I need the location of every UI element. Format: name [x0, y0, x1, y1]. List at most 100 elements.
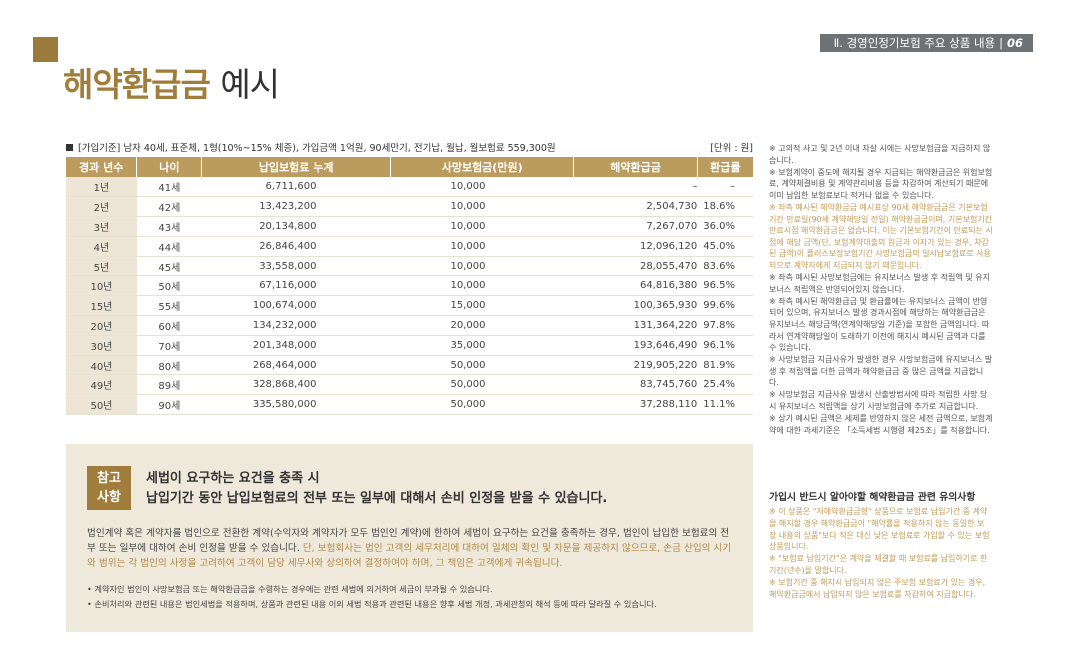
cell-premium-total: 268,464,000: [201, 355, 391, 376]
header-death-benefit: 사망보험금(만원): [390, 157, 575, 177]
cell-refund: 219,905,220: [573, 355, 698, 376]
cell-years: 50년: [66, 394, 137, 416]
cell-death-benefit: 10,000: [390, 216, 574, 237]
cell-death-benefit: 20,000: [390, 315, 574, 336]
cell-years: 1년: [66, 177, 137, 198]
badge-line2: 사항: [97, 490, 121, 505]
side-note: ※ 좌측 예시된 해약환급금 및 환급률에는 유지보너스 금액이 반영되어 있으…: [769, 296, 990, 353]
cell-refund-rate: 25.4%: [697, 374, 753, 396]
cell-death-benefit: 10,000: [390, 275, 574, 297]
reference-note-box: 참고 사항 세법이 요구하는 요건을 충족 시 납입기간 동안 납입보험료의 전…: [66, 444, 753, 632]
page-title-rest: 예시: [220, 65, 280, 104]
table-row: 49년 89세 328,868,400 50,000 83,745,760 25.4%: [66, 374, 753, 396]
note-body-highlight: 단, 보험회사는 법인 고객의 세무처리에 대하여 일체의 확인 및 자문을 제…: [87, 543, 732, 569]
cell-premium-total: 33,558,000: [201, 256, 391, 277]
cell-premium-total: 13,423,200: [201, 196, 391, 218]
table-row: 5년 45세 33,558,000 10,000 28,055,470 83.6%: [66, 256, 753, 277]
cell-years: 49년: [66, 374, 137, 396]
table-unit: [단위 : 원]: [710, 143, 753, 154]
table-row: 30년 70세 201,348,000 35,000 193,646,490 96.1%: [66, 335, 753, 356]
cell-death-benefit: 15,000: [390, 295, 574, 317]
note-bullet-1: • 계약자인 법인이 사망보험금 또는 해약환급금을 수령하는 경우에는 관련 …: [87, 584, 493, 594]
cell-refund: 131,364,220: [573, 315, 698, 336]
cell-death-benefit: 50,000: [390, 394, 574, 416]
header-premium-total: 납입보험료 누계: [201, 157, 391, 177]
table-row: 15년 55세 100,674,000 15,000 100,365,930 99.6%: [66, 295, 753, 317]
cell-years: 15년: [66, 295, 137, 317]
side-note: ※ 사망보험금 지급사유가 발생한 경우 사망보험금에 유지보너스 발생 후 적…: [769, 355, 993, 388]
cell-refund-rate: 83.6%: [697, 256, 753, 277]
header-refund-rate: 환급률: [697, 157, 753, 177]
cell-age: 50세: [136, 275, 202, 297]
cell-premium-total: 67,116,000: [201, 275, 391, 297]
table-row: 2년 42세 13,423,200 10,000 2,504,730 18.6%: [66, 196, 753, 218]
caution-note: ※ 보험기간 중 해지시 납입되지 않은 주보험 보험료가 있는 경우, 해약환…: [769, 577, 986, 599]
refund-table: 경과 년수 나이 납입보험료 누계 사망보험금(만원) 해약환급금 환급률 1년…: [66, 157, 753, 416]
cell-years: 4년: [66, 236, 137, 257]
cell-years: 2년: [66, 196, 137, 218]
cell-premium-total: 335,580,000: [201, 394, 391, 416]
cell-years: 10년: [66, 275, 137, 297]
cell-age: 90세: [136, 394, 202, 416]
cell-refund-rate: 18.6%: [697, 196, 753, 218]
page-title: 해약환급금 예시: [63, 58, 280, 106]
note-headline-1: 세법이 요구하는 요건을 충족 시: [146, 471, 320, 486]
header-age: 나이: [136, 157, 203, 177]
table-row: 3년 43세 20,134,800 10,000 7,267,070 36.0%: [66, 216, 753, 237]
page-number: 06: [1006, 36, 1023, 50]
table-header-row: 경과 년수 나이 납입보험료 누계 사망보험금(만원) 해약환급금 환급률: [66, 157, 753, 177]
cell-refund: 193,646,490: [573, 335, 698, 356]
caution-note: ※ 이 상품은 "저해약환급금형" 상품으로 보험료 납입기간 중 계약을 해지…: [769, 507, 990, 552]
note-headline: 세법이 요구하는 요건을 충족 시 납입기간 동안 납입보험료의 전부 또는 일…: [146, 469, 607, 509]
note-body: 법인계약 혹은 계약자를 법인으로 전환한 계약(수익자와 계약자가 모두 법인…: [87, 526, 737, 571]
reference-badge: 참고 사항: [87, 466, 131, 510]
cell-death-benefit: 10,000: [390, 177, 574, 198]
note-bullets: • 계약자인 법인이 사망보험금 또는 해약환급금을 수령하는 경우에는 관련 …: [87, 582, 737, 612]
cell-refund: 100,365,930: [573, 295, 698, 317]
refund-caution-notes: ※ 이 상품은 "저해약환급금형" 상품으로 보험료 납입기간 중 계약을 해지…: [769, 506, 991, 600]
cell-refund-rate: 81.9%: [697, 355, 753, 376]
cell-years: 3년: [66, 216, 137, 237]
table-row: 10년 50세 67,116,000 10,000 64,816,380 96.5%: [66, 275, 753, 297]
cell-death-benefit: 50,000: [390, 374, 574, 396]
cell-refund: 7,267,070: [573, 216, 698, 237]
cell-years: 20년: [66, 315, 137, 336]
cell-age: 60세: [136, 315, 202, 336]
cell-refund-rate: 96.5%: [697, 275, 753, 297]
table-row: 4년 44세 26,846,400 10,000 12,096,120 45.0%: [66, 236, 753, 257]
cell-age: 55세: [136, 295, 202, 317]
side-note: ※ 사망보험금 지급사유 발생시 산출방법서에 따라 적립한 사망 당시 유지보…: [769, 390, 988, 412]
cell-premium-total: 26,846,400: [201, 236, 391, 257]
cell-years: 30년: [66, 335, 137, 356]
cell-refund-rate: 11.1%: [697, 394, 753, 416]
cell-refund-rate: 97.8%: [697, 315, 753, 336]
cell-premium-total: 100,674,000: [201, 295, 391, 317]
table-row: 20년 60세 134,232,000 20,000 131,364,220 97.8%: [66, 315, 753, 336]
cell-years: 5년: [66, 256, 137, 277]
side-notes-title: 가입시 반드시 알아야할 해약환급금 관련 유의사항: [769, 492, 976, 503]
cell-age: 43세: [136, 216, 202, 237]
cell-death-benefit: 35,000: [390, 335, 574, 356]
caution-note: ※ "보험료 납입기간"은 계약을 체결할 때 보험료를 납입하기로 한 기간(…: [769, 554, 988, 575]
cell-refund-rate: –: [697, 177, 753, 198]
cell-age: 44세: [136, 236, 202, 257]
side-note: ※ 좌측 예시된 해약환급금 예시표상 90세 해약환급금은 기본보험기간 만료…: [769, 202, 993, 270]
cell-death-benefit: 10,000: [390, 196, 574, 218]
section-name: Ⅱ. 경영인정기보험 주요 상품 내용: [833, 36, 996, 50]
cell-age: 80세: [136, 355, 202, 376]
side-note: ※ 상기 예시된 금액은 세제를 반영하지 않은 세전 금액으로, 보험계약에 …: [769, 414, 993, 435]
cell-age: 89세: [136, 374, 202, 396]
table-caption: [가입기준] 남자 40세, 표준체, 1형(10%~15% 체증), 가입금액…: [66, 140, 753, 154]
cell-refund-rate: 99.6%: [697, 295, 753, 317]
table-row: 50년 90세 335,580,000 50,000 37,288,110 11.1%: [66, 394, 753, 416]
cell-premium-total: 20,134,800: [201, 216, 391, 237]
cell-refund: 12,096,120: [573, 236, 698, 257]
side-note: ※ 고의적 사고 및 2년 이내 자살 시에는 사망보험금을 지급하지 않습니다…: [769, 144, 991, 165]
cell-refund: 37,288,110: [573, 394, 698, 416]
cell-death-benefit: 50,000: [390, 355, 574, 376]
cell-age: 41세: [136, 177, 202, 198]
table-condition: [가입기준] 남자 40세, 표준체, 1형(10%~15% 체증), 가입금액…: [66, 140, 556, 154]
section-header-tag: Ⅱ. 경영인정기보험 주요 상품 내용 | 06: [819, 34, 1033, 52]
cell-age: 70세: [136, 335, 202, 356]
badge-line1: 참고: [97, 471, 121, 486]
